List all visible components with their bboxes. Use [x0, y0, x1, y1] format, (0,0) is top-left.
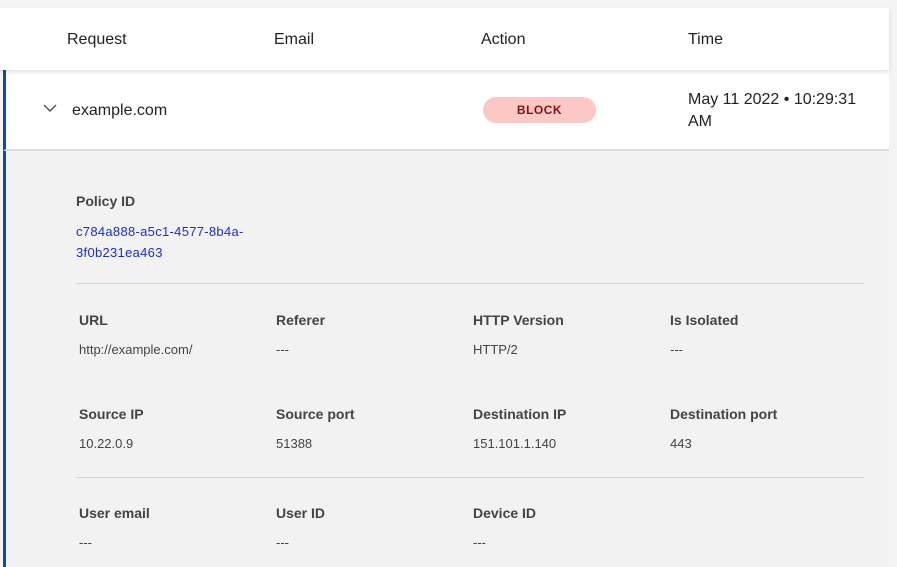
column-header-request[interactable]: Request	[67, 31, 127, 48]
column-header-email[interactable]: Email	[274, 31, 315, 48]
table-row[interactable]: example.com BLOCK May 11 2022 • 10:29:31…	[3, 70, 889, 151]
time-cell: May 11 2022 • 10:29:31 AM	[688, 91, 857, 130]
policy-id-link[interactable]: c784a888-a5c1-4577-8b4a-3f0b231ea463	[76, 224, 244, 260]
field-value: ---	[670, 342, 683, 357]
field-value: 443	[670, 436, 692, 451]
field-label: Destination port	[670, 406, 778, 422]
column-header-action[interactable]: Action	[481, 31, 526, 48]
field-label: URL	[79, 312, 108, 328]
field-label: Is Isolated	[670, 312, 739, 328]
field-value: http://example.com/	[79, 342, 193, 357]
field-value: ---	[276, 342, 289, 357]
action-badge: BLOCK	[483, 97, 596, 123]
field-label: Source IP	[79, 406, 144, 422]
policy-id-label: Policy ID	[76, 193, 136, 209]
divider	[76, 477, 864, 478]
field-label: HTTP Version	[473, 312, 564, 328]
field-value: 51388	[276, 436, 313, 451]
field-label: User email	[79, 505, 150, 521]
field-value: ---	[276, 535, 289, 550]
field-label: Destination IP	[473, 406, 567, 422]
field-label: Referer	[276, 312, 326, 328]
table-header: Request Email Action Time	[0, 8, 889, 70]
detail-panel: Policy ID c784a888-a5c1-4577-8b4a-3f0b23…	[3, 151, 889, 567]
column-header-time[interactable]: Time	[688, 31, 723, 48]
request-domain: example.com	[72, 102, 168, 119]
field-value: ---	[473, 535, 486, 550]
field-value: HTTP/2	[473, 342, 518, 357]
divider	[76, 283, 864, 284]
field-value: ---	[79, 535, 92, 550]
field-value: 10.22.0.9	[79, 436, 134, 451]
chevron-down-icon[interactable]	[43, 101, 57, 115]
field-label: Device ID	[473, 505, 537, 521]
field-label: User ID	[276, 505, 326, 521]
field-label: Source port	[276, 406, 355, 422]
field-value: 151.101.1.140	[473, 436, 557, 451]
